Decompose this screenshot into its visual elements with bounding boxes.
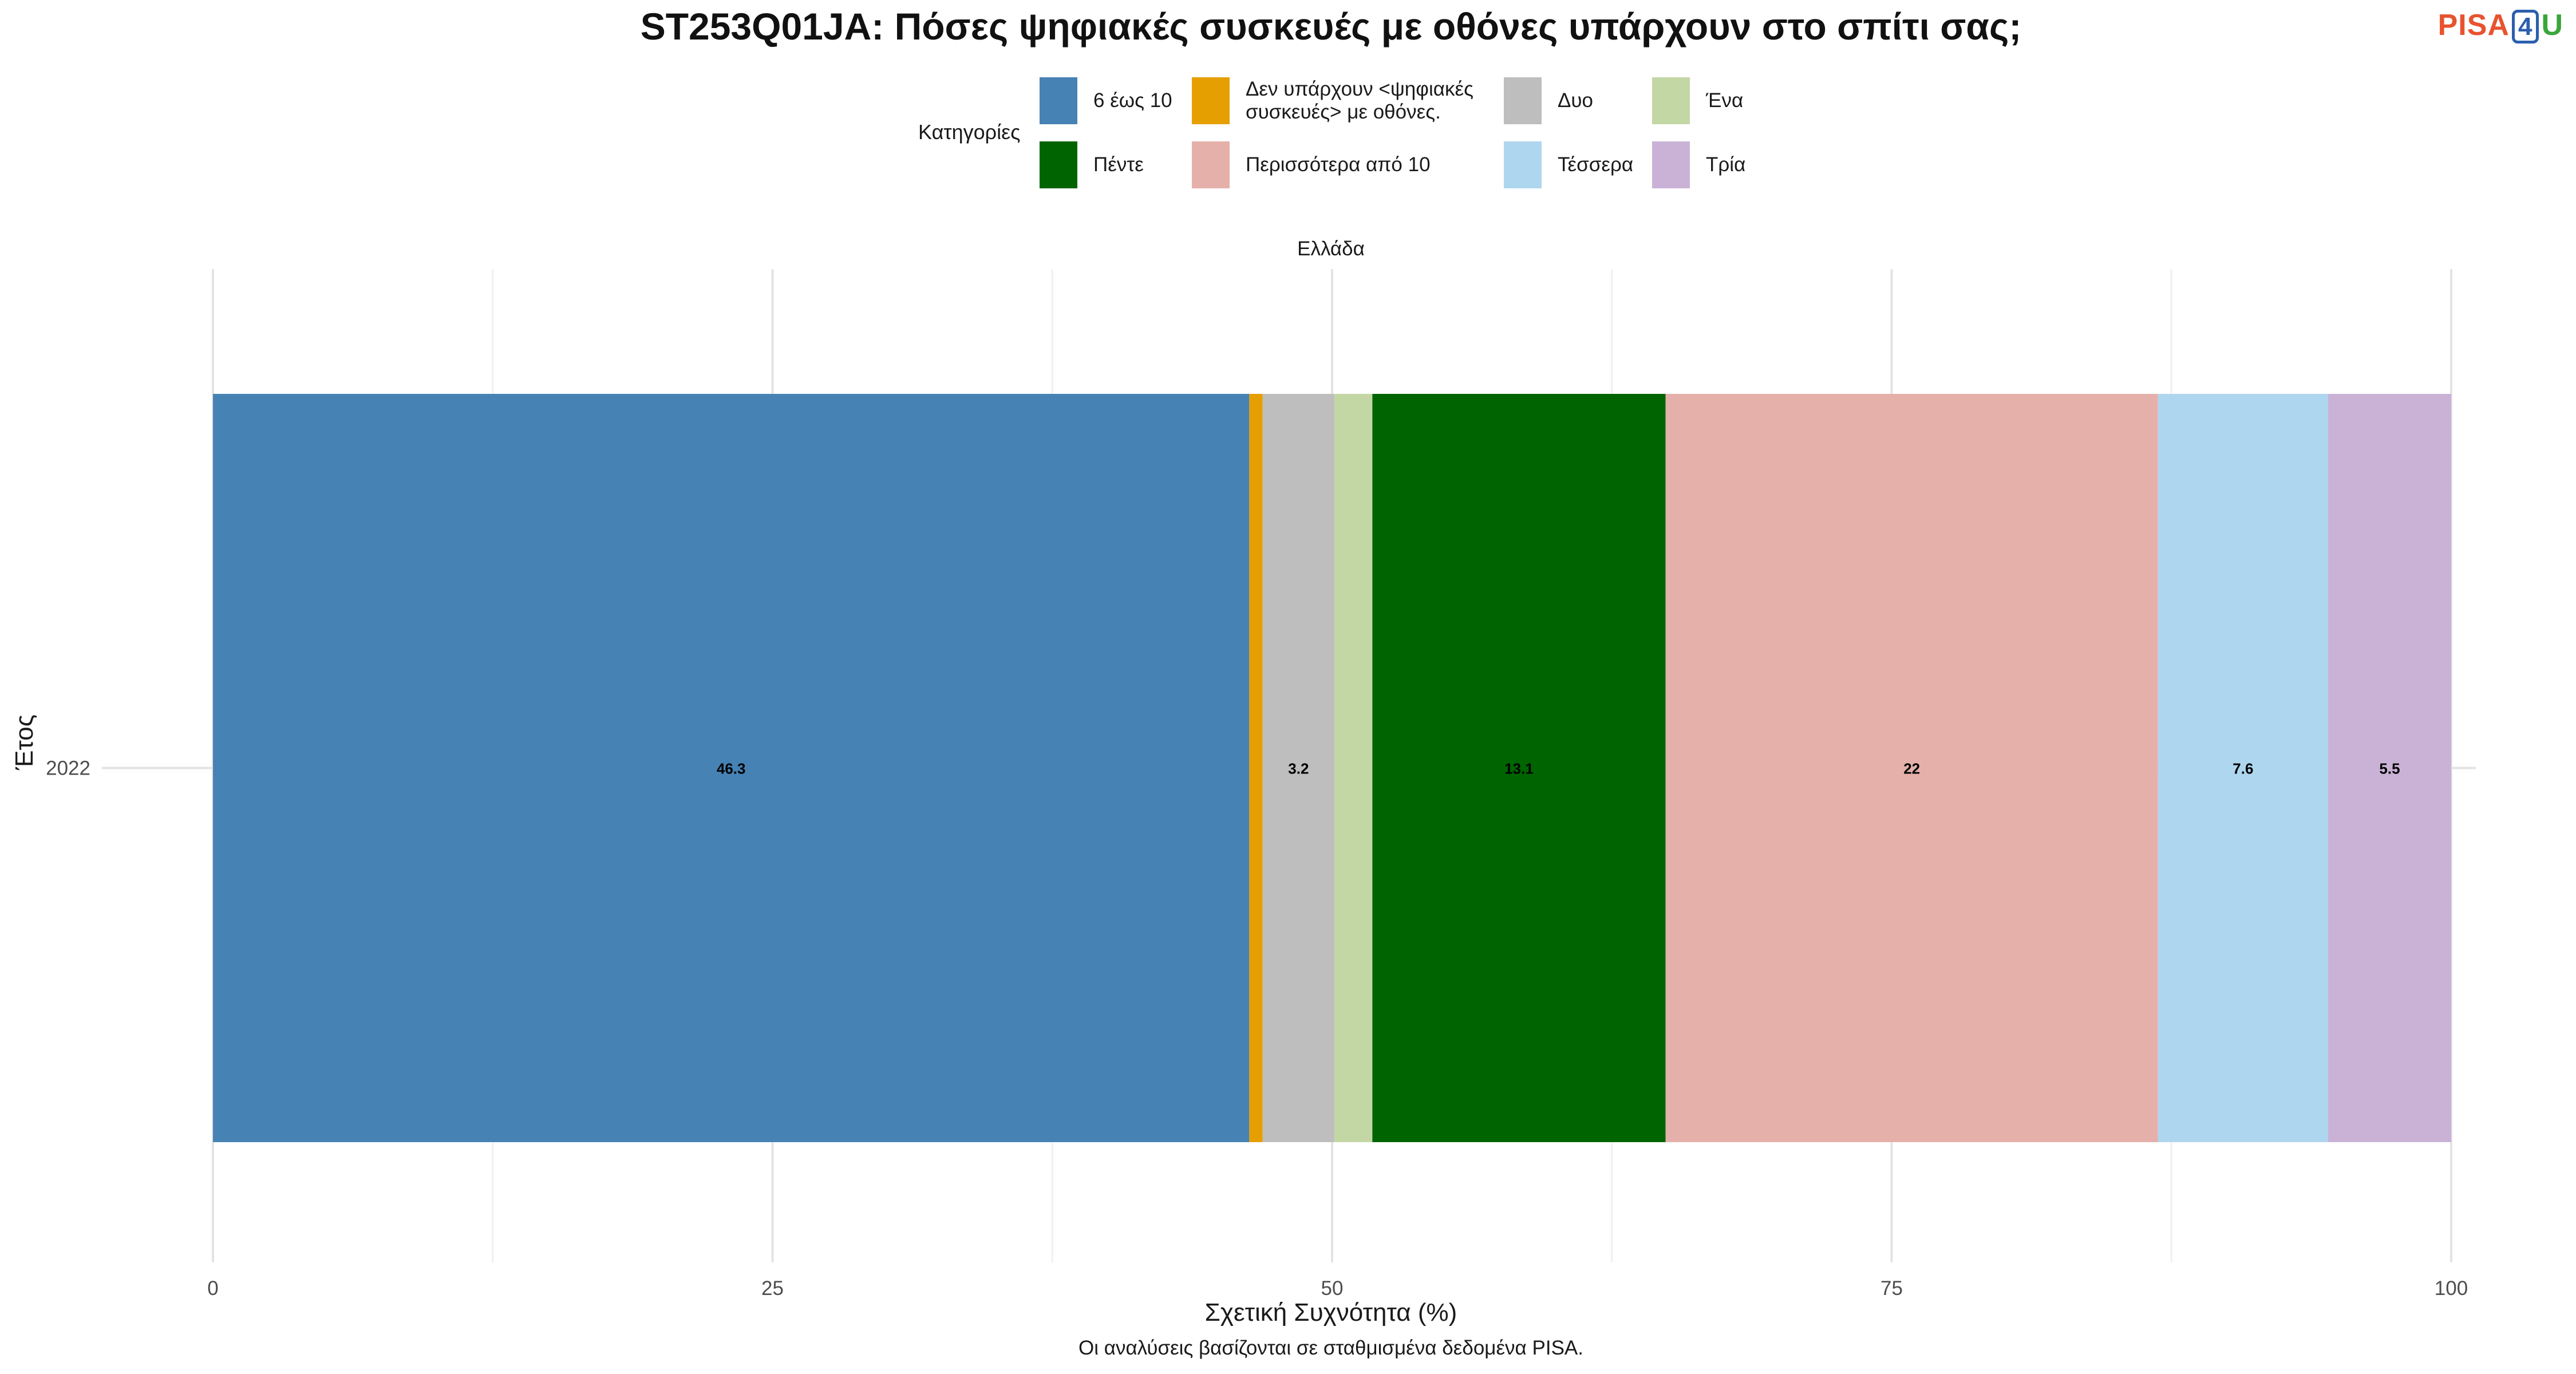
legend-swatch xyxy=(1652,141,1690,188)
legend-item-four: Τέσσερα xyxy=(1504,141,1633,188)
x-axis-ticks: 0 25 50 75 100 xyxy=(207,1277,2468,1300)
bar-segment xyxy=(1249,394,1263,1142)
legend-swatch xyxy=(1192,141,1230,188)
legend-item-three: Τρία xyxy=(1652,141,1745,188)
legend-item-one: Ένα xyxy=(1652,77,1743,124)
bar-segment xyxy=(1262,394,1334,1142)
legend-label: 6 έως 10 xyxy=(1093,89,1172,112)
legend-item-no-devices: Δεν υπάρχουν <ψηφιακές συσκευές> με οθόν… xyxy=(1192,77,1473,124)
legend-label: Τρία xyxy=(1706,153,1746,176)
legend-label: Δεν υπάρχουν <ψηφιακές συσκευές> με οθόν… xyxy=(1246,78,1473,123)
data-label: 13.1 xyxy=(1504,760,1534,777)
y-axis-title: Έτος xyxy=(10,714,38,770)
x-tick-label: 50 xyxy=(1321,1277,1344,1300)
y-tick-label: 2022 xyxy=(46,757,90,780)
data-label: 7.6 xyxy=(2233,760,2253,777)
legend-item-two: Δυο xyxy=(1504,77,1593,124)
legend-item-6-to-10: 6 έως 10 xyxy=(1040,77,1172,124)
legend-label: Τέσσερα xyxy=(1558,153,1634,176)
legend-swatch xyxy=(1040,77,1077,124)
facet-label: Ελλάδα xyxy=(1297,238,1365,260)
legend-swatch xyxy=(1504,141,1542,188)
bar-segment xyxy=(1665,394,2158,1142)
x-tick-label: 100 xyxy=(2435,1277,2468,1300)
x-axis-title: Σχετική Συχνότητα (%) xyxy=(1204,1298,1457,1326)
bar-segment xyxy=(1334,394,1373,1142)
bar-segments xyxy=(213,394,2451,1142)
legend-item-more-than-10: Περισσότερα από 10 xyxy=(1192,141,1431,188)
bar-segment xyxy=(2328,394,2451,1142)
legend-label: Πέντε xyxy=(1093,153,1144,176)
legend-label: Δυο xyxy=(1558,89,1593,112)
x-tick-label: 0 xyxy=(207,1277,218,1300)
chart-caption: Οι αναλύσεις βασίζονται σε σταθμισμένα δ… xyxy=(1078,1337,1583,1359)
legend-item-five: Πέντε xyxy=(1040,141,1144,188)
y-axis-ticks: 2022 xyxy=(46,757,90,780)
legend-swatch xyxy=(1504,77,1542,124)
bar-segment xyxy=(213,394,1250,1142)
legend-swatch xyxy=(1192,77,1230,124)
legend-label: Περισσότερα από 10 xyxy=(1246,153,1431,176)
legend-label: Ένα xyxy=(1706,89,1744,112)
bar-segment xyxy=(2158,394,2328,1142)
data-label: 22 xyxy=(1903,760,1920,777)
data-label: 5.5 xyxy=(2379,760,2400,777)
chart-title: ST253Q01JA: Πόσες ψηφιακές συσκευές με ο… xyxy=(640,5,2022,48)
legend-swatch xyxy=(1040,141,1077,188)
x-tick-label: 75 xyxy=(1880,1277,1903,1300)
data-label: 3.2 xyxy=(1288,760,1309,777)
legend-swatch xyxy=(1652,77,1690,124)
legend-title: Κατηγορίες xyxy=(918,120,1021,144)
data-label: 46.3 xyxy=(717,760,746,777)
x-tick-label: 25 xyxy=(761,1277,784,1300)
pisa4u-logo: PISA 4 U xyxy=(2438,8,2563,44)
bar-segment xyxy=(1372,394,1666,1142)
data-labels: 46.3 3.2 13.1 22 7.6 5.5 xyxy=(717,760,2400,777)
